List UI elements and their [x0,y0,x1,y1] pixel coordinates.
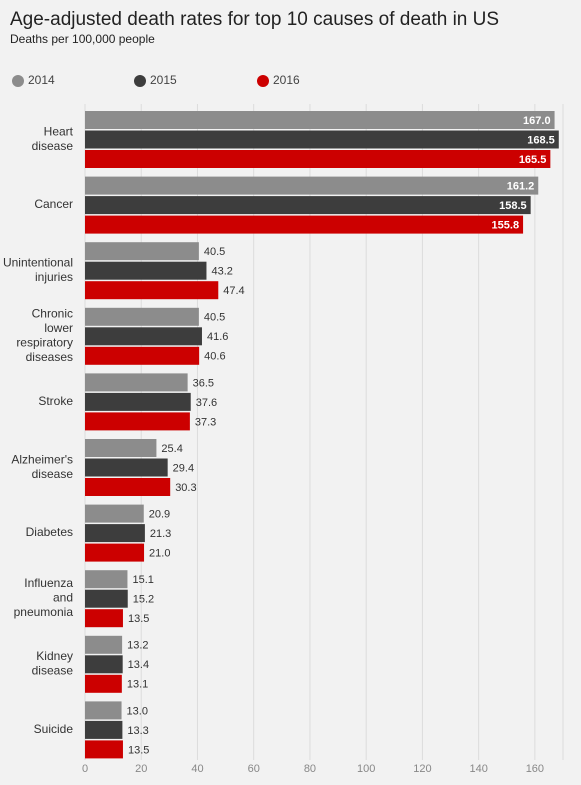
data-label: 158.5 [499,200,527,212]
y-tick-label: Heart disease [32,124,74,153]
bar [85,373,188,392]
bar [85,478,171,496]
x-tick-label: 80 [304,763,316,775]
legend-label: 2015 [150,73,177,87]
data-label: 13.5 [128,744,149,756]
bar [85,570,128,589]
data-label: 13.5 [128,613,149,625]
data-label: 13.4 [128,659,149,671]
bar [85,655,123,674]
bar [85,261,207,280]
bar [85,327,202,346]
y-tick-label: Stroke [38,394,73,408]
bar [85,609,123,628]
bar [85,111,555,129]
bar [85,589,128,608]
data-label: 165.5 [519,154,547,166]
bar [85,674,122,693]
data-label: 13.3 [127,725,148,737]
data-label: 155.8 [492,220,520,232]
bar [85,215,524,234]
data-label: 13.1 [127,679,148,691]
bar [85,346,200,365]
x-tick-label: 100 [357,763,375,775]
x-tick-label: 140 [469,763,487,775]
data-label: 47.4 [223,285,244,297]
x-tick-label: 0 [82,763,88,775]
data-label: 43.2 [211,266,232,278]
bar [85,392,191,411]
bar [85,150,551,168]
y-tick-label: Diabetes [26,525,73,539]
data-label: 40.5 [204,312,225,324]
data-label: 40.6 [204,351,225,363]
bar [85,439,157,457]
bar [85,543,145,562]
y-tick-label: Chronic lower respiratory diseases [16,307,73,365]
data-label: 25.4 [161,443,182,455]
bar [85,412,190,431]
data-label: 161.2 [507,181,535,193]
x-tick-label: 20 [135,763,147,775]
bar [85,196,531,215]
chart-subtitle: Deaths per 100,000 people [10,32,155,46]
data-label: 13.2 [127,640,148,652]
bar [85,740,123,759]
bar [85,130,559,149]
bar [85,307,199,326]
data-label: 37.3 [195,416,216,428]
bar [85,176,539,195]
data-label: 37.6 [196,397,217,409]
data-label: 30.3 [175,482,196,494]
data-label: 40.5 [204,246,225,258]
data-label: 21.3 [150,528,171,540]
legend-label: 2016 [273,73,300,87]
legend-swatch [12,75,24,87]
data-label: 15.2 [133,594,154,606]
data-label: 13.0 [127,705,148,717]
bar [85,635,123,654]
chart-title: Age-adjusted death rates for top 10 caus… [10,9,499,30]
legend-swatch [134,75,146,87]
legend-swatch [257,75,269,87]
bar [85,458,168,477]
x-tick-label: 160 [526,763,544,775]
y-tick-label: Influenza and pneumonia [14,576,74,619]
data-label: 167.0 [523,115,551,127]
data-label: 29.4 [173,462,194,474]
y-tick-label: Kidney disease [32,649,74,678]
legend-label: 2014 [28,73,55,87]
y-tick-label: Unintentional injuries [3,256,73,285]
bar [85,720,123,739]
data-label: 15.1 [132,574,153,586]
data-label: 41.6 [207,331,228,343]
data-label: 20.9 [149,509,170,521]
bar [85,524,145,543]
data-label: 36.5 [193,377,214,389]
x-tick-label: 60 [248,763,260,775]
data-label: 21.0 [149,548,170,560]
y-tick-label: Suicide [34,722,74,736]
x-tick-label: 40 [191,763,203,775]
bar [85,701,122,720]
bar [85,242,199,261]
bar [85,281,219,300]
y-tick-label: Cancer [34,197,73,211]
x-tick-label: 120 [413,763,431,775]
y-tick-label: Alzheimer's disease [11,452,73,481]
bar [85,504,144,523]
data-label: 168.5 [527,134,555,146]
